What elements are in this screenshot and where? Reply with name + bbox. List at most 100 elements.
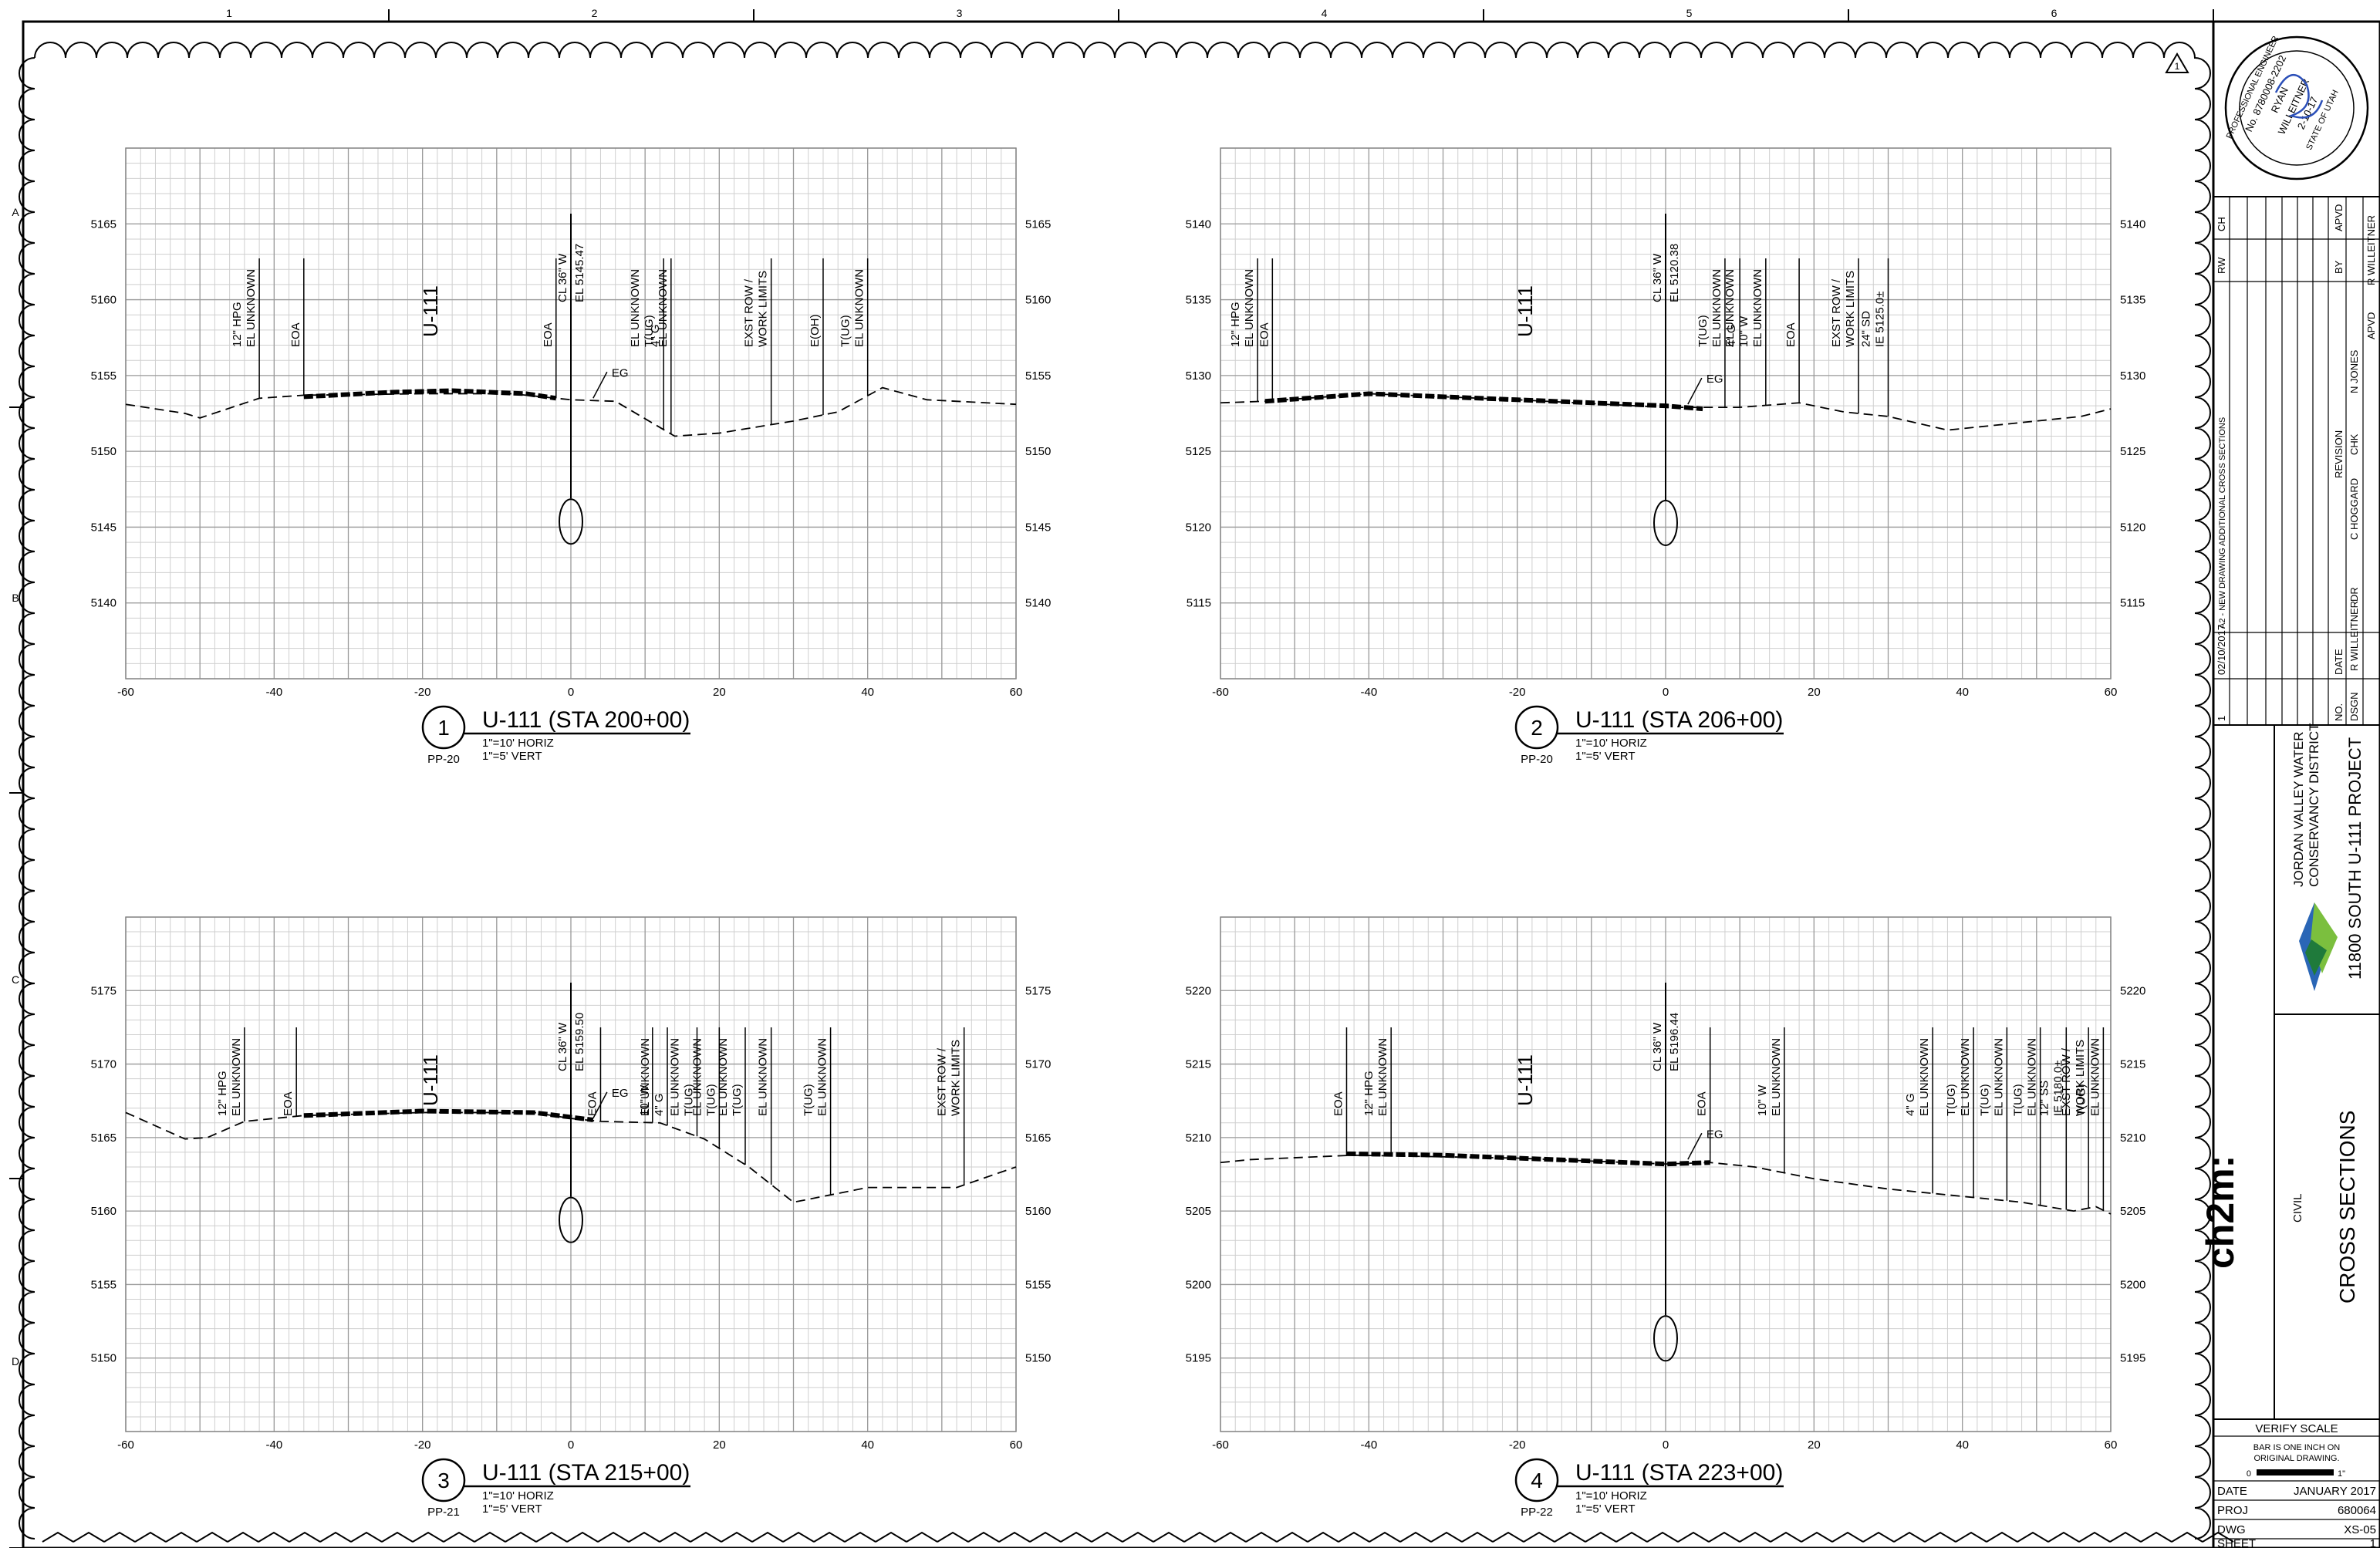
callout-label: EL UNKNOWN [1376, 1038, 1389, 1116]
callout-label: T(UG) [1978, 1084, 1991, 1116]
column-label: 6 [2051, 7, 2058, 19]
y-tick-label-right: 5170 [1025, 1058, 1051, 1071]
revision-header-apvd: APVD [2333, 204, 2345, 231]
delta-marker [2165, 52, 2189, 73]
callout-label: 12" HPG [216, 1071, 229, 1116]
callout-label: 4" G [649, 324, 662, 347]
bar-note: BAR IS ONE INCH ON [2253, 1443, 2341, 1452]
pipe-ellipse [1653, 499, 1678, 546]
x-tick-label: 0 [568, 686, 574, 699]
pipe-ellipse [1653, 1315, 1678, 1362]
detail-bubble [421, 1458, 466, 1502]
info-label: DWG [2217, 1523, 2246, 1536]
cloud-bottom [42, 1531, 2234, 1543]
info-value: XS-05 [2344, 1523, 2376, 1536]
centerline-elevation: EL 5145.47 [573, 244, 586, 302]
y-tick-label-left: 5140 [91, 597, 116, 610]
revision-number: 1 [2216, 716, 2227, 721]
y-tick-label-left: 5155 [91, 1278, 116, 1291]
x-tick-label: 0 [1663, 686, 1669, 699]
design-grade-line [303, 388, 557, 401]
callout-label: E(OH) [809, 315, 822, 348]
callout-label: 10" W [638, 1084, 651, 1116]
eg-leader [1687, 1132, 1703, 1160]
detail-bubble [421, 705, 466, 750]
revision-apvd: RW [2216, 257, 2227, 274]
callout-label: WORK LIMITS [1844, 271, 1857, 347]
seal-inner-ring [2239, 50, 2355, 166]
plot-frame [125, 916, 1017, 1432]
plot-frame [1220, 147, 2112, 680]
y-tick-label-right: 5150 [1025, 445, 1051, 458]
cross-section-2: -60 -40 -20 0 20 40 60 5115 5115 5120 5120 5125 5125… [1186, 147, 2145, 766]
chart-title: U-111 (STA 215+00) [482, 1460, 690, 1486]
callout-label: EXST ROW / [1830, 278, 1843, 347]
y-tick-label-left: 5205 [1186, 1205, 1211, 1218]
credit-role: APVD [2365, 312, 2377, 339]
callout-label: EL UNKNOWN [1918, 1038, 1931, 1116]
callout-label: 10" W [1737, 315, 1750, 347]
callout-label: EOA [289, 322, 302, 347]
project-name: 11800 SOUTH U-111 PROJECT [2345, 737, 2365, 980]
revision-header-by: BY [2333, 260, 2345, 274]
row-label: D [12, 1355, 19, 1368]
existing-grade-line [125, 386, 1017, 437]
chart-title: U-111 (STA 223+00) [1575, 1460, 1783, 1486]
logo-dark-shape [2305, 939, 2327, 976]
callout-label: EL UNKNOWN [668, 1038, 681, 1116]
callout-label: EL UNKNOWN [639, 1038, 652, 1116]
column-label: 1 [226, 7, 232, 19]
credit-role: DR [2348, 587, 2360, 602]
verify-scale-label: VERIFY SCALE [2255, 1422, 2338, 1435]
callout-label: T(UG) [839, 315, 852, 347]
firm-logo: ch2m: [2199, 1155, 2242, 1269]
callout-label: EL UNKNOWN [1770, 1038, 1783, 1116]
callout-label: T(UG) [1696, 315, 1710, 347]
callout-label: EL UNKNOWN [853, 269, 866, 347]
x-tick-label: -40 [265, 686, 282, 699]
client-name: CONSERVANCY DISTRICT [2307, 723, 2321, 887]
y-tick-label-right: 5155 [1025, 369, 1051, 383]
y-tick-label-right: 5120 [2120, 521, 2145, 534]
callout-label: EOA [282, 1091, 295, 1116]
x-tick-label: -60 [1212, 686, 1229, 699]
plot-frame [1220, 916, 2112, 1432]
callout-label: EOA [1784, 322, 1798, 347]
y-tick-label-left: 5155 [91, 369, 116, 383]
callout-label: EOA [1696, 1091, 1709, 1116]
info-value: JANUARY 2017 [2294, 1485, 2376, 1498]
callout-label: EOA [542, 322, 555, 347]
y-tick-label-right: 5140 [1025, 597, 1051, 610]
callout-label: EOA [1332, 1091, 1345, 1116]
y-tick-label-right: 5125 [2120, 445, 2145, 458]
x-tick-label: 0 [568, 1438, 574, 1452]
plot-frame [125, 147, 1017, 680]
scale-horizontal: 1"=10' HORIZ [1575, 1489, 1647, 1502]
scale-vertical: 1"=5' VERT [482, 750, 542, 763]
callout-label: T(UG) [704, 1084, 717, 1116]
credit-role: CHK [2348, 433, 2360, 455]
callout-label: 4" G [1725, 324, 1738, 347]
callout-label: 10" W [1756, 1084, 1769, 1116]
callout-label: EXST ROW / [936, 1047, 949, 1116]
y-tick-label-left: 5160 [91, 294, 116, 307]
scale-horizontal: 1"=10' HORIZ [482, 1489, 554, 1502]
y-tick-label-right: 5210 [2120, 1131, 2145, 1145]
callout-label: 12" HPG [1362, 1071, 1376, 1116]
detail-number: 3 [437, 1469, 450, 1492]
centerline-label: CL 36" W [1651, 253, 1664, 302]
detail-reference: PP-20 [427, 753, 460, 766]
detail-bubble [1514, 705, 1559, 750]
x-tick-label: -20 [414, 686, 431, 699]
revision-by: CH [2216, 217, 2227, 231]
cloud-top-right [34, 42, 2211, 1540]
callout-label: EL UNKNOWN [717, 1038, 730, 1116]
y-tick-label-right: 5200 [2120, 1278, 2145, 1291]
x-tick-label: -20 [1509, 1438, 1526, 1452]
revision-cloud: 1 [19, 42, 2234, 1543]
client-logo-icon [2299, 902, 2338, 991]
design-grade-line [1346, 1151, 1710, 1167]
y-tick-label-left: 5115 [1187, 597, 1211, 610]
